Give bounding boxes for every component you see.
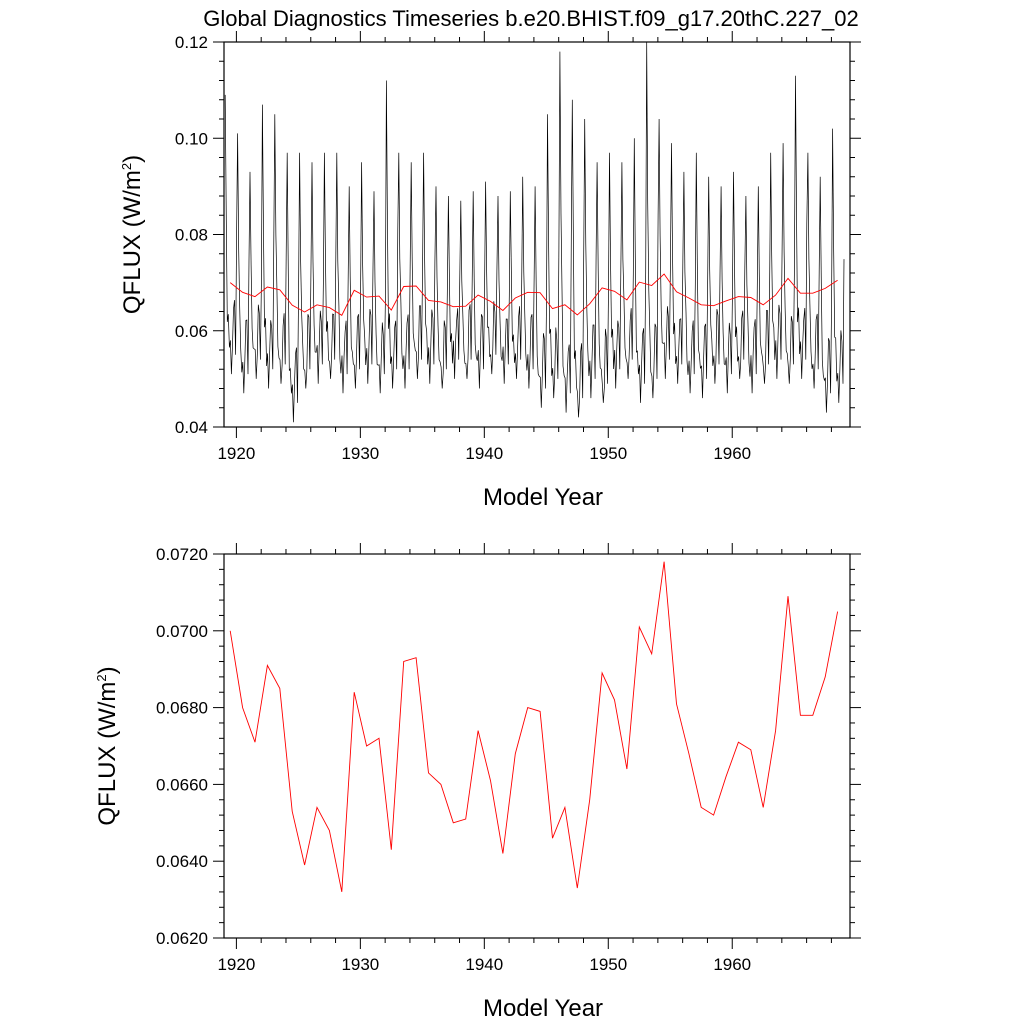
y-tick-label: 0.06 [175, 322, 208, 341]
annual-mean-series-line [229, 561, 839, 892]
y-axis-title: QFLUX (W/m2) [94, 666, 121, 825]
y-axis-title-end: ) [119, 155, 146, 163]
y-tick-label: 0.0620 [156, 929, 208, 948]
annual-mean-series-line [229, 273, 838, 316]
y-tick-label: 0.10 [175, 129, 208, 148]
x-tick-label: 1940 [465, 955, 503, 974]
y-ticks: 0.04 0.06 0.08 0.10 0.12 [175, 33, 861, 437]
y-axis-title-end: ) [94, 666, 121, 674]
y-tick-label: 0.0700 [156, 622, 208, 641]
x-tick-label: 1960 [713, 955, 751, 974]
x-tick-label: 1920 [217, 444, 255, 463]
y-axis-title-main: QFLUX (W/m [119, 170, 146, 314]
x-tick-label: 1930 [341, 444, 379, 463]
x-ticks: 1920 1930 1940 1950 1960 [217, 31, 832, 463]
x-tick-label: 1960 [713, 444, 751, 463]
y-tick-label: 0.12 [175, 33, 208, 52]
y-tick-label: 0.0660 [156, 775, 208, 794]
y-ticks: 0.0620 0.0640 0.0660 0.0680 0.0700 0.0720 [156, 545, 861, 948]
y-tick-label: 0.0720 [156, 545, 208, 564]
x-tick-label: 1920 [217, 955, 255, 974]
x-axis-title: Model Year [483, 484, 603, 511]
y-axis-title-sup: 2 [119, 163, 134, 170]
top-panel: 1920 1930 1940 1950 1960 0.04 0.06 0.08 0.10 0.12… [119, 31, 861, 511]
figure-title: Global Diagnostics Timeseries b.e20.BHIS… [203, 6, 859, 31]
x-tick-label: 1940 [465, 444, 503, 463]
y-axis-title-main: QFLUX (W/m [94, 682, 121, 826]
x-axis-title: Model Year [483, 995, 603, 1022]
bottom-panel: 1920 1930 1940 1950 19600.06200.06400.06600.… [94, 543, 861, 1022]
x-tick-label: 1950 [589, 444, 627, 463]
y-axis-title-sup: 2 [94, 674, 109, 681]
y-tick-label: 0.04 [175, 418, 208, 437]
y-axis-title: QFLUX (W/m2) [119, 155, 146, 314]
x-tick-label: 1950 [589, 955, 627, 974]
y-tick-label: 0.0680 [156, 699, 208, 718]
monthly-series-line [224, 42, 845, 423]
x-ticks: 1920 1930 1940 1950 1960 [217, 543, 832, 974]
x-tick-label: 1930 [341, 955, 379, 974]
y-tick-label: 0.08 [175, 226, 208, 245]
y-tick-label: 0.0640 [156, 852, 208, 871]
plot-frame [223, 553, 851, 939]
